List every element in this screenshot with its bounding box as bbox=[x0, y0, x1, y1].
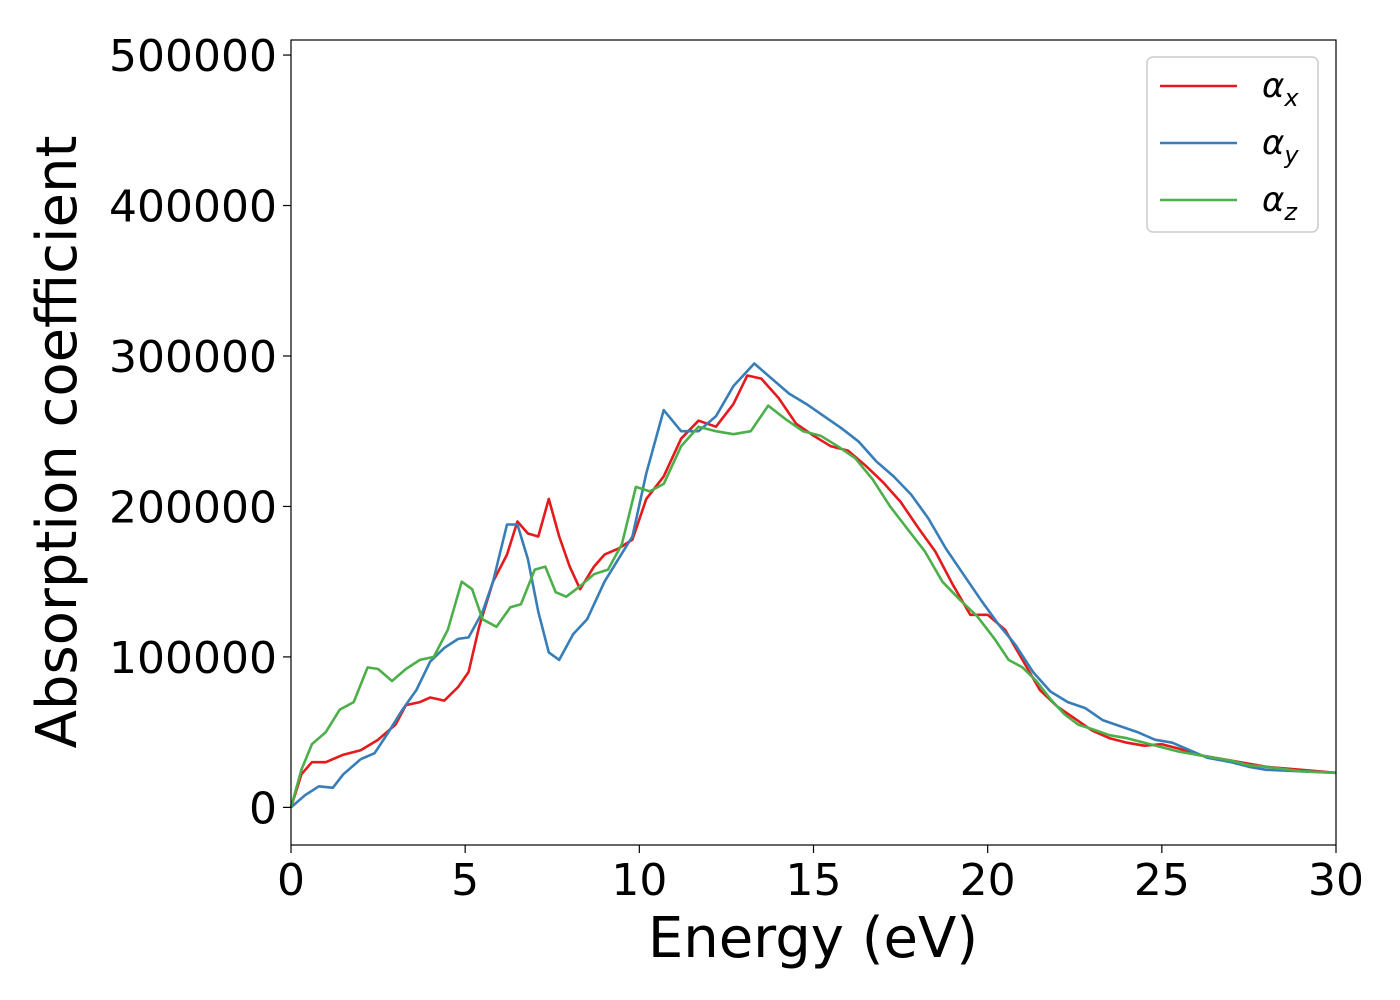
legend-label-y: αy bbox=[1262, 123, 1299, 169]
y-tick-label: 0 bbox=[249, 783, 277, 834]
legend-label-x: αx bbox=[1262, 66, 1299, 112]
y-tick-label: 300000 bbox=[109, 332, 277, 383]
legend-box bbox=[1146, 56, 1319, 233]
x-axis-title: Energy (eV) bbox=[648, 906, 978, 971]
x-tick-label: 5 bbox=[451, 855, 479, 906]
x-axis: 0 5 10 15 20 25 30 bbox=[277, 845, 1364, 906]
y-axis: 0 100000 200000 300000 400000 500000 bbox=[109, 31, 291, 834]
series-line-y bbox=[290, 362, 1337, 809]
x-tick-label: 10 bbox=[611, 855, 667, 906]
y-tick-label: 200000 bbox=[109, 482, 277, 533]
x-tick-label: 30 bbox=[1308, 855, 1364, 906]
y-axis-title: Absorption coefficient bbox=[25, 136, 90, 749]
series-line-z bbox=[289, 404, 1337, 808]
x-tick-label: 25 bbox=[1134, 855, 1190, 906]
y-tick-label: 400000 bbox=[109, 182, 277, 233]
y-tick-label: 100000 bbox=[109, 633, 277, 684]
legend-label-z: αz bbox=[1262, 180, 1298, 226]
y-tick-label: 500000 bbox=[109, 31, 277, 82]
x-tick-label: 0 bbox=[277, 855, 305, 906]
series-line-x bbox=[289, 374, 1337, 808]
series-lines bbox=[289, 362, 1337, 809]
legend: αx αy αz bbox=[1146, 56, 1319, 233]
x-tick-label: 20 bbox=[960, 855, 1016, 906]
x-tick-label: 15 bbox=[786, 855, 842, 906]
